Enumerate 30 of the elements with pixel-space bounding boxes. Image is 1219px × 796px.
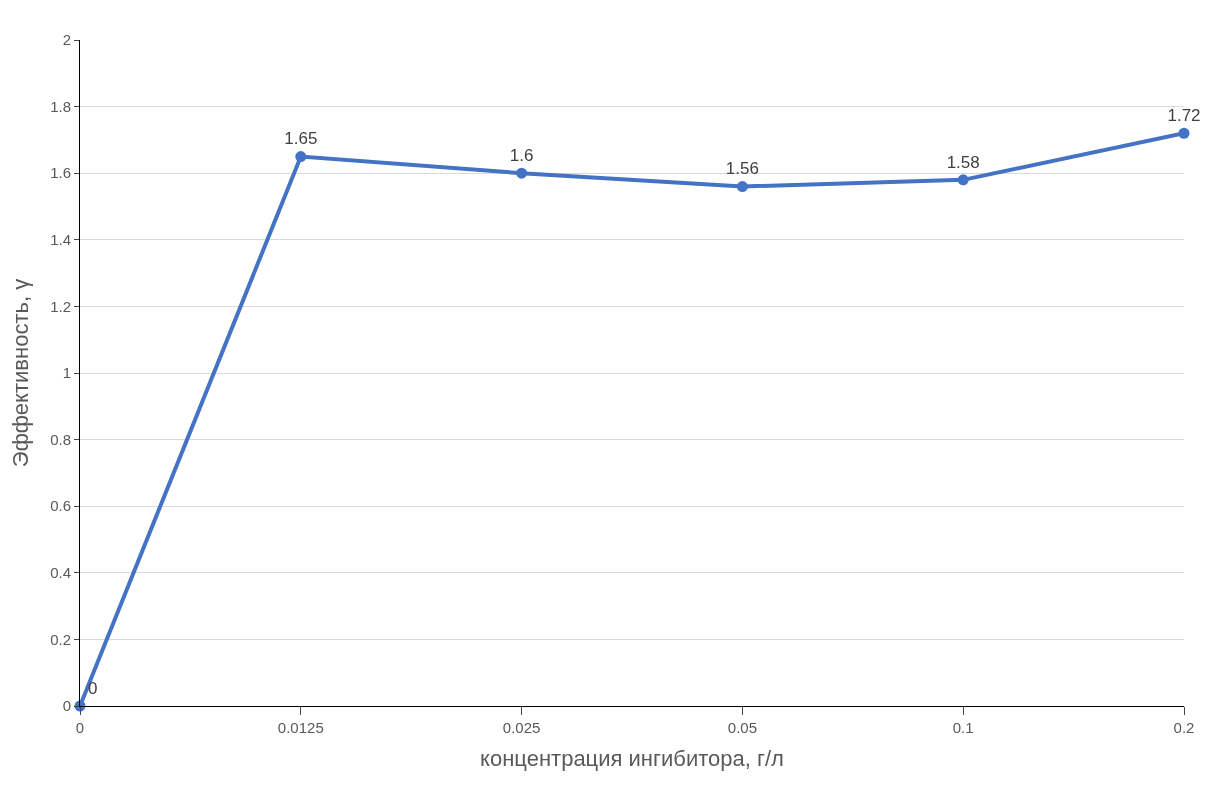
data-label: 1.6 — [509, 146, 534, 166]
y-tick-label: 1 — [62, 364, 71, 382]
point — [957, 174, 969, 186]
data-label: 1.58 — [946, 152, 980, 172]
x-tick-label: 0.1 — [952, 719, 974, 736]
y-tick-label: 1.6 — [50, 164, 71, 182]
data-label: 1.72 — [1167, 106, 1201, 126]
x-tick-label: 0.025 — [502, 719, 541, 736]
y-tick-label: 0.6 — [50, 497, 71, 515]
x-tick-label: 0.05 — [727, 719, 757, 736]
point — [736, 181, 748, 193]
y-tick-label: 1.2 — [50, 297, 71, 315]
point — [295, 151, 307, 163]
point — [1178, 127, 1190, 139]
y-tick-label: 0 — [62, 697, 71, 715]
y-tick-label: 0.2 — [50, 630, 71, 648]
y-tick-label: 1.8 — [50, 97, 71, 115]
y-tick-label: 0.4 — [50, 564, 71, 582]
data-label: 1.56 — [725, 159, 759, 179]
y-axis-title: Эффективность, γ — [7, 278, 33, 468]
x-tick-label: 0.0125 — [277, 719, 324, 736]
y-tick-label: 0.8 — [50, 430, 71, 448]
y-tick-label: 2 — [62, 31, 71, 49]
x-tick-label: 0.2 — [1173, 719, 1195, 736]
point — [516, 167, 528, 179]
y-tick-label: 1.4 — [50, 231, 71, 249]
x-tick-label: 0 — [75, 719, 85, 736]
data-label: 0 — [87, 678, 98, 698]
data-label: 1.65 — [284, 129, 318, 149]
x-axis-title: концентрация ингибитора, г/л — [480, 745, 784, 771]
